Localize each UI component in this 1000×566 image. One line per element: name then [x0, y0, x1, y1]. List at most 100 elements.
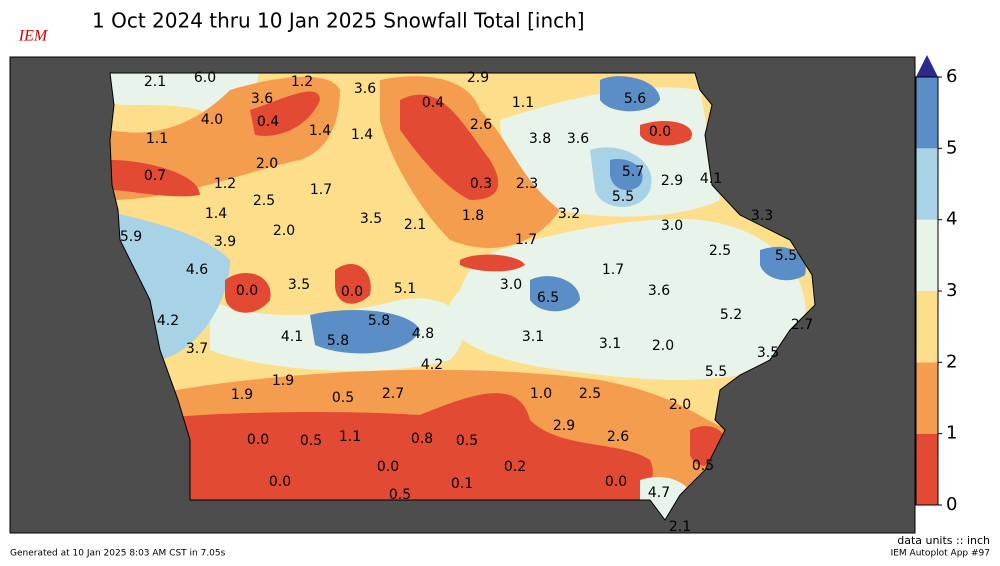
- value-label: 3.9: [214, 234, 236, 250]
- value-label: 1.9: [272, 373, 294, 389]
- value-label: 1.2: [291, 74, 313, 90]
- colorbar-segment: [916, 291, 938, 363]
- value-label: 4.0: [201, 112, 223, 128]
- colorbar-tick-label: 1: [946, 423, 957, 444]
- value-label: 0.5: [300, 433, 322, 449]
- value-label: 0.4: [257, 114, 279, 130]
- value-label: 1.4: [309, 123, 331, 139]
- value-label: 4.7: [648, 485, 670, 501]
- value-label: 5.5: [775, 248, 797, 264]
- value-label: 2.9: [553, 418, 575, 434]
- colorbar-tick-label: 4: [946, 209, 957, 230]
- value-label: 0.5: [692, 458, 714, 474]
- value-label: 3.2: [558, 206, 580, 222]
- value-label: 2.5: [709, 243, 731, 259]
- value-label: 0.0: [247, 432, 269, 448]
- value-label: 0.1: [451, 476, 473, 492]
- value-label: 0.2: [504, 459, 526, 475]
- value-label: 0.0: [649, 124, 671, 140]
- value-label: 6.5: [537, 290, 559, 306]
- value-label: 2.6: [607, 429, 629, 445]
- value-label: 0.0: [269, 474, 291, 490]
- colorbar-segment: [916, 219, 938, 291]
- colorbar-segment: [916, 148, 938, 220]
- value-label: 2.1: [144, 74, 166, 90]
- value-label: 3.5: [757, 345, 779, 361]
- labels: 2.1 6.0 1.2 3.6 2.9 3.6 0.4 1.1 5.6 4.0 0.4 1.4 1.4 2…: [120, 70, 813, 535]
- value-label: 0.0: [605, 474, 627, 490]
- value-label: 3.0: [661, 218, 683, 234]
- value-label: 2.7: [382, 386, 404, 402]
- value-label: 2.1: [404, 217, 426, 233]
- value-label: 0.4: [422, 95, 444, 111]
- value-label: 3.6: [251, 91, 273, 107]
- value-label: 3.5: [360, 211, 382, 227]
- colorbar-tick-label: 6: [946, 66, 957, 87]
- colorbar-segment: [916, 362, 938, 434]
- value-label: 0.8: [411, 431, 433, 447]
- value-label: 3.5: [288, 277, 310, 293]
- value-label: 4.8: [412, 326, 434, 342]
- value-label: 1.1: [339, 429, 361, 445]
- value-label: 0.0: [341, 284, 363, 300]
- state-outline: [109, 72, 816, 521]
- value-label: 1.2: [214, 176, 236, 192]
- value-label: 1.4: [205, 206, 227, 222]
- value-label: 3.1: [522, 329, 544, 345]
- colorbar-tick-label: 3: [946, 280, 957, 301]
- value-label: 1.1: [512, 95, 534, 111]
- value-label: 1.9: [231, 387, 253, 403]
- value-label: 2.1: [669, 519, 691, 535]
- logo: IEM: [18, 28, 49, 45]
- title: 1 Oct 2024 thru 10 Jan 2025 Snowfall Tot…: [92, 9, 585, 33]
- generated: Generated at 10 Jan 2025 8:03 AM CST in …: [10, 549, 226, 559]
- value-label: 5.5: [612, 189, 634, 205]
- value-label: 5.8: [368, 313, 390, 329]
- value-label: 2.0: [273, 223, 295, 239]
- value-label: 2.5: [253, 193, 275, 209]
- value-label: 0.5: [389, 487, 411, 503]
- value-label: 0.5: [332, 390, 354, 406]
- colorbar-segment: [916, 433, 938, 505]
- value-label: 1.0: [530, 386, 552, 402]
- value-label: 2.9: [661, 173, 683, 189]
- value-label: 1.7: [602, 262, 624, 278]
- value-label: 4.2: [157, 313, 179, 329]
- value-label: 3.6: [567, 131, 589, 147]
- value-label: 5.5: [705, 364, 727, 380]
- app-note: IEM Autoplot App #97: [891, 549, 990, 559]
- value-label: 5.7: [622, 164, 644, 180]
- value-label: 0.7: [144, 168, 166, 184]
- value-label: 4.1: [700, 171, 722, 187]
- value-label: 0.5: [456, 433, 478, 449]
- value-label: 3.0: [500, 277, 522, 293]
- value-label: 5.1: [394, 281, 416, 297]
- value-label: 5.8: [327, 333, 349, 349]
- value-label: 2.0: [652, 338, 674, 354]
- value-label: 2.6: [470, 117, 492, 133]
- colorbar-tick-label: 2: [946, 351, 957, 372]
- value-label: 2.0: [669, 397, 691, 413]
- value-label: 3.3: [751, 208, 773, 224]
- value-label: 2.0: [256, 156, 278, 172]
- value-label: 3.8: [529, 131, 551, 147]
- value-label: 1.1: [146, 131, 168, 147]
- units-note: data units :: inch: [897, 534, 990, 547]
- value-label: 2.3: [516, 176, 538, 192]
- value-label: 4.2: [421, 357, 443, 373]
- value-label: 4.1: [281, 329, 303, 345]
- value-label: 1.7: [310, 182, 332, 198]
- value-label: 2.9: [467, 70, 489, 86]
- value-label: 5.6: [624, 91, 646, 107]
- colorbar-extend: [916, 55, 938, 77]
- value-label: 3.1: [599, 336, 621, 352]
- colorbar: 0 1 2 3 4 5 6: [915, 55, 957, 515]
- value-label: 0.0: [377, 459, 399, 475]
- value-label: 1.8: [462, 208, 484, 224]
- value-label: 3.6: [354, 81, 376, 97]
- value-label: 1.7: [515, 232, 537, 248]
- value-label: 4.6: [186, 262, 208, 278]
- value-label: 5.9: [120, 229, 142, 245]
- value-label: 3.6: [648, 283, 670, 299]
